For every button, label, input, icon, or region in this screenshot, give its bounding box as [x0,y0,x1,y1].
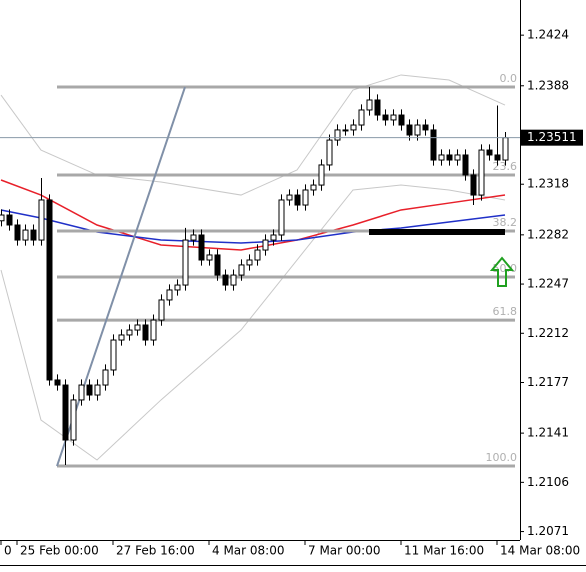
candle-body [382,114,389,121]
fibo-label: 61.8 [493,305,518,318]
y-tick-label: 1.2106 [527,475,569,489]
candle-body [334,129,341,141]
candle-body [270,234,277,241]
price-label: 1.23511 [527,130,577,144]
x-tick-label: 4 Mar 08:00 [212,544,285,558]
candle-body [422,124,429,131]
candle-body [310,184,317,191]
fibo-label: 100.0 [486,451,518,464]
candle-body [158,299,165,321]
candle-body [342,129,349,132]
candle-body [302,189,309,206]
y-tick-label: 1.2424 [527,28,569,42]
candle-body [126,329,133,336]
trend-line [56,86,186,467]
y-tick-label: 1.2177 [527,375,569,389]
candle-body [214,254,221,276]
candle-body [358,109,365,126]
candle-body [0,214,5,222]
candle-body [54,379,61,386]
candle-body [486,149,493,156]
candle-body [462,154,469,176]
candle-body [350,124,357,131]
candle-body [398,114,405,126]
y-tick-label: 1.2141 [527,426,569,440]
x-tick-label: 7 Mar 00:00 [308,544,381,558]
y-tick-label: 1.2071 [527,524,569,538]
candle-body [318,164,325,186]
candle-body [190,234,197,241]
candle-body [142,324,149,341]
candle-body [222,274,229,286]
candle-body [86,384,93,396]
candle-body [238,264,245,276]
indicator-line [0,209,506,244]
candle-body [446,154,453,161]
candle-body [30,229,37,241]
candle-body [406,124,413,136]
candle-body [470,174,477,196]
candle-body [366,99,373,111]
candle-body [14,224,21,241]
indicator-line [0,74,506,196]
indicator-line [0,179,506,251]
up-arrow-icon [489,256,515,287]
fibo-label: 23.6 [493,160,518,173]
candle-body [390,114,397,121]
x-tick-label: 0 [4,544,12,558]
candle-body [118,334,125,341]
candle-body [110,339,117,371]
candle-body [102,369,109,386]
price-label-box [521,129,583,146]
candle-body [286,194,293,201]
candle-body [166,289,173,301]
candle-body [230,274,237,286]
y-tick-label: 1.2282 [527,227,569,241]
candle-body [494,154,501,161]
y-tick-label: 1.2318 [527,177,569,191]
candle-body [134,324,141,331]
candle-body [438,154,445,161]
candle-body [294,194,301,206]
candle-body [478,149,485,196]
candle-body [430,129,437,161]
y-tick-label: 1.2212 [527,326,569,340]
x-tick-label: 11 Mar 16:00 [404,544,484,558]
fibo-label: 0.0 [500,72,518,85]
candle-body [206,254,213,261]
candle-body [326,139,333,166]
candle-body [246,259,253,266]
candle-body [502,137,509,161]
candle-body [414,124,421,136]
fibo-label: 38.2 [493,216,518,229]
x-tick-label: 25 Feb 00:00 [20,544,99,558]
y-tick-label: 1.2388 [527,78,569,92]
x-tick-label: 27 Feb 16:00 [116,544,195,558]
indicator-line [0,184,506,461]
candle-body [46,199,53,381]
candle-body [174,284,181,291]
x-tick-label: 14 Mar 08:00 [500,544,580,558]
candle-body [94,384,101,396]
candle-body [182,239,189,286]
candle-body [62,384,69,441]
candle-body [70,399,77,441]
candle-body [22,229,29,241]
candle-body [150,319,157,341]
candle-body [454,154,461,161]
candle-body [38,199,45,241]
candle-body [262,239,269,251]
y-tick-label: 1.2247 [527,277,569,291]
candle-body [278,199,285,236]
candle-body [374,99,381,116]
candle-body [254,249,261,261]
candle-body [198,234,205,261]
candle-body [6,214,13,226]
candle-body [78,384,85,401]
